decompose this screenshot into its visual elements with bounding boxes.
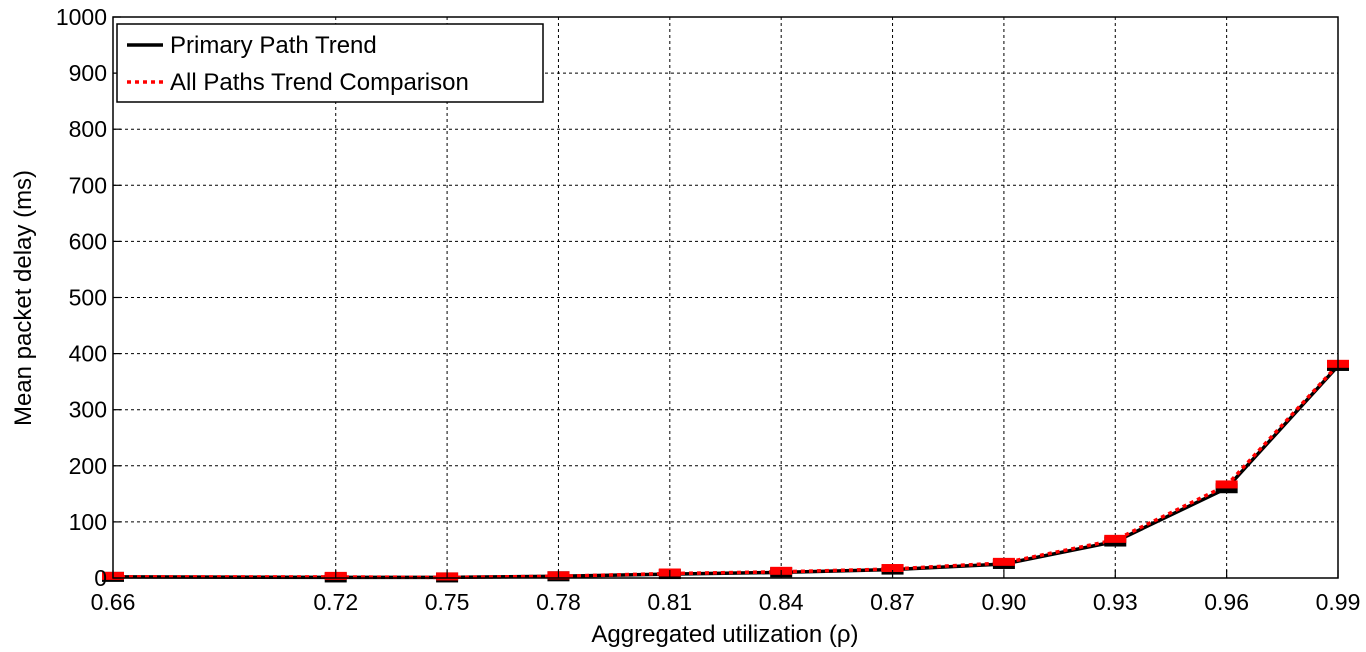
y-axis-title: Mean packet delay (ms) (10, 170, 37, 426)
grid (113, 17, 1338, 578)
x-tick-label: 0.84 (759, 589, 804, 615)
y-tick-label: 0 (94, 565, 107, 591)
x-tick-label: 0.93 (1093, 589, 1138, 615)
legend-label-all-paths: All Paths Trend Comparison (170, 69, 469, 96)
y-tick-label: 400 (69, 341, 107, 367)
x-tick-label: 0.81 (647, 589, 692, 615)
data-point-all-paths (881, 564, 904, 573)
y-tick-label: 500 (69, 285, 107, 311)
y-tick-label: 800 (69, 116, 107, 142)
data-point-all-paths (992, 557, 1015, 566)
legend-box (116, 23, 544, 103)
x-tick-label: 0.90 (982, 589, 1027, 615)
y-tick-label: 1000 (56, 4, 107, 30)
y-tick-label: 300 (69, 397, 107, 423)
x-tick-label: 0.96 (1204, 589, 1249, 615)
axis-ticks: 0.66 0.72 0.75 0.78 0.81 0.84 0.87 0.90 0.93 0.96… (56, 4, 1361, 615)
series-line-all-paths (113, 363, 1340, 580)
x-tick-label: 0.78 (536, 589, 581, 615)
y-tick-label: 900 (69, 60, 107, 86)
x-tick-label: 0.87 (870, 589, 915, 615)
legend-label-primary: Primary Path Trend (170, 32, 377, 59)
y-tick-label: 700 (69, 172, 107, 198)
series-line-primary-path (112, 364, 1340, 580)
y-tick-label: 600 (69, 228, 107, 254)
x-tick-label: 0.66 (91, 589, 136, 615)
y-tick-label: 100 (69, 509, 107, 535)
x-tick-label: 0.99 (1316, 589, 1361, 615)
x-tick-label: 0.75 (425, 589, 470, 615)
data-point-all-paths (1215, 480, 1238, 489)
legend: Primary Path Trend All Paths Trend Compa… (116, 23, 544, 103)
y-tick-label: 200 (69, 453, 107, 479)
series-lines (102, 359, 1349, 583)
data-point-all-paths (1104, 534, 1127, 543)
x-tick-label: 0.72 (313, 589, 358, 615)
x-axis-title: Aggregated utilization (ρ) (591, 621, 858, 648)
